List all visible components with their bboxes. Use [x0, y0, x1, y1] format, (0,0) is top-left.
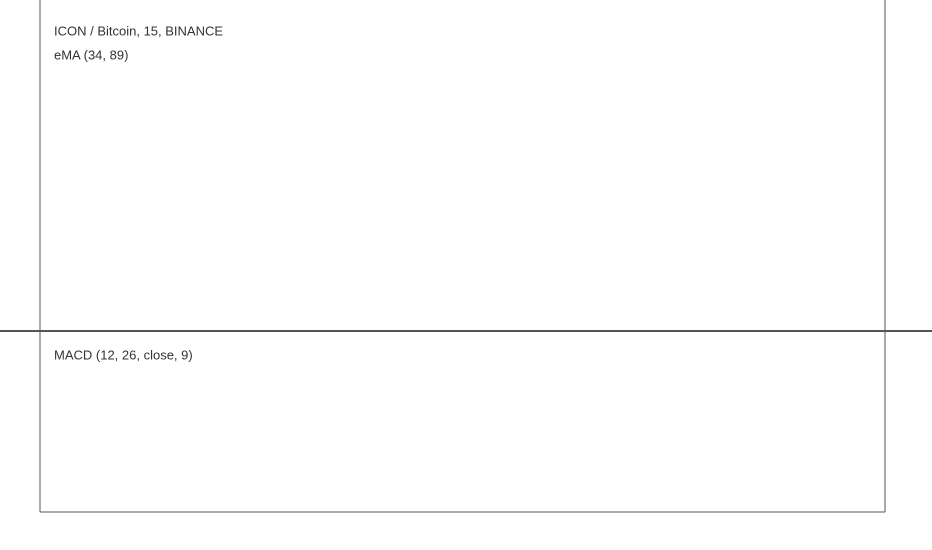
chart-title: ICON / Bitcoin, 15, BINANCE — [54, 23, 223, 38]
indicator-label: eMA (34, 89) — [54, 47, 128, 62]
macd-title: MACD (12, 26, close, 9) — [54, 347, 193, 362]
